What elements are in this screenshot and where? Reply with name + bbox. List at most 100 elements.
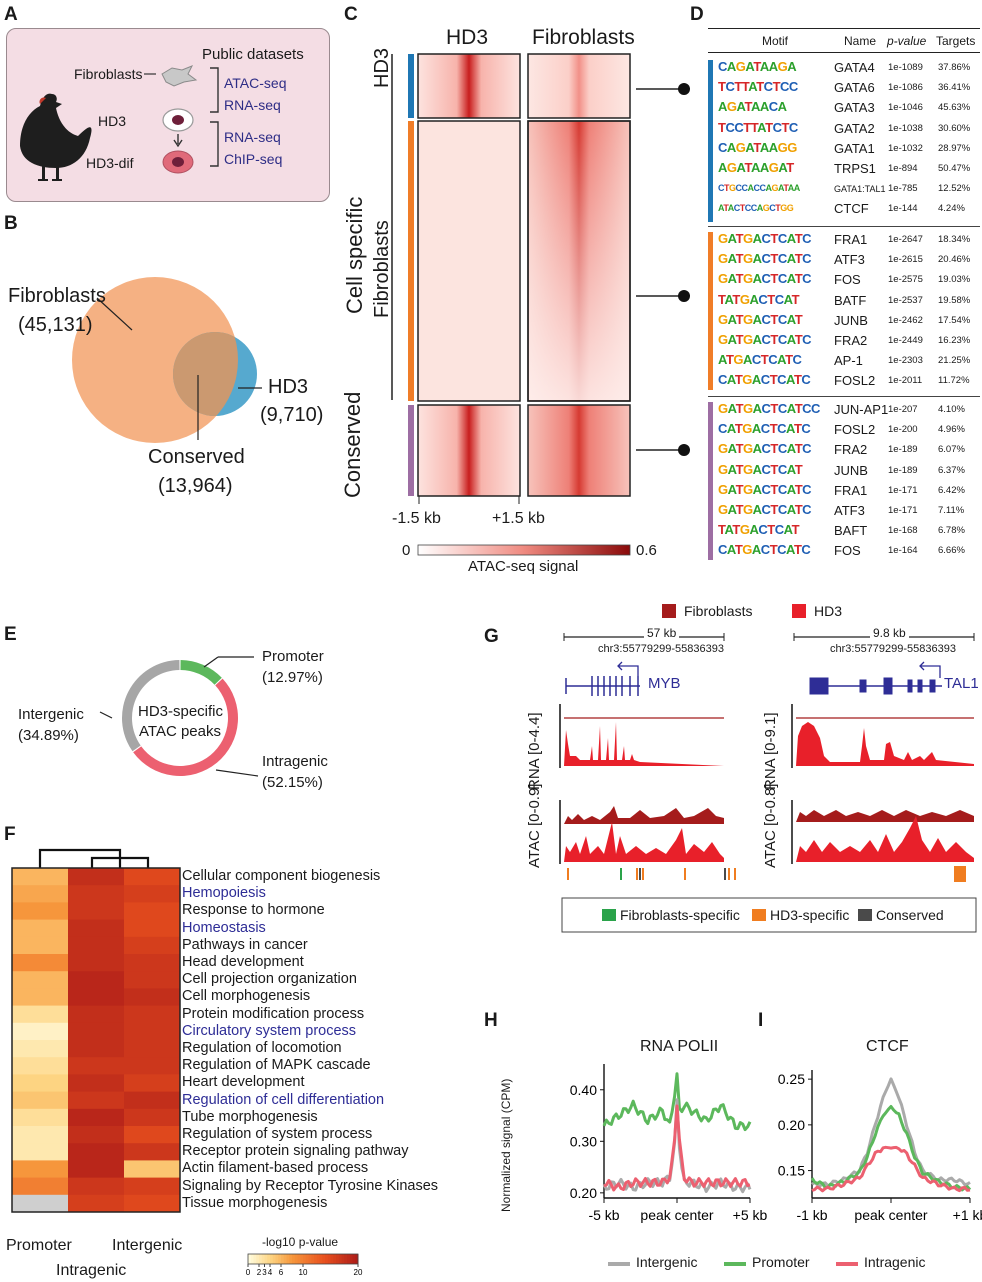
- scale-title: ATAC-seq signal: [468, 558, 579, 575]
- scale-max: 0.6: [636, 542, 657, 559]
- motif-pvalue: 1e-1089: [888, 62, 923, 73]
- motif-logo: CAGATAAGA: [718, 59, 797, 74]
- go-term: Cell morphogenesis: [182, 988, 311, 1005]
- heatmap-cell: [124, 919, 180, 938]
- heatmap-cell: [12, 1040, 68, 1058]
- go-term: Actin filament-based process: [182, 1160, 369, 1177]
- table-group-rule-2: [708, 396, 980, 397]
- legend-fib-specific: Fibroblasts-specific: [620, 907, 740, 923]
- motif-name: CTCF: [834, 201, 869, 217]
- series-line-intragenic: [603, 1104, 751, 1192]
- gene-myb: MYB: [648, 675, 681, 692]
- bar-conserved: [408, 405, 414, 496]
- heatmap-cell: [124, 1177, 180, 1196]
- motif-pvalue: 1e-144: [888, 203, 918, 215]
- motif-name: FRA1: [834, 232, 868, 247]
- legend-hd3-specific: HD3-specific: [770, 907, 850, 923]
- heatmap-col-hd3: HD3: [446, 26, 489, 49]
- pvalue-tick: 2: [257, 1268, 262, 1277]
- heatmap-x-left: -1.5 kb: [392, 510, 441, 527]
- motif-targets: 36.41%: [938, 82, 971, 94]
- motif-logo: GATGACTCATC: [718, 502, 812, 517]
- myb-atac-fib-track: [564, 806, 724, 824]
- locus-left: chr3:55779299-55836393: [598, 643, 725, 655]
- motif-targets: 45.63%: [938, 102, 971, 114]
- motif-name: BAFT: [834, 523, 868, 539]
- motif-pvalue: 1e-168: [888, 525, 918, 537]
- motif-name: GATA2: [834, 120, 875, 136]
- motif-logo: GATGACTCAT: [718, 461, 803, 477]
- fibroblast-cell-icon: [161, 65, 198, 87]
- intergenic-label: Intergenic: [18, 706, 84, 723]
- motif-targets: 30.60%: [938, 122, 971, 134]
- panel-label-g: G: [484, 626, 499, 647]
- go-term: Regulation of MAPK cascade: [182, 1057, 371, 1074]
- hd3-label: HD3: [98, 113, 127, 129]
- venn-hd3-count: (9,710): [260, 404, 324, 426]
- table-group-rule-1: [708, 226, 980, 227]
- header-motif: Motif: [762, 34, 789, 48]
- series-line-intragenic: [811, 1145, 971, 1193]
- motif-name: TRPS1: [834, 161, 876, 176]
- heatmap-cell: [12, 1074, 68, 1093]
- motif-targets: 6.07%: [938, 444, 965, 456]
- motif-logo: CAGATAAGG: [718, 139, 797, 155]
- pvalue-tick: 3: [262, 1268, 267, 1277]
- heatmap-cell: [68, 971, 124, 989]
- motif-targets: 12.52%: [938, 183, 971, 195]
- heatmap-fib-hd3: [417, 120, 521, 402]
- heatmap-cell: [12, 971, 68, 989]
- motif-pvalue: 1e-207: [888, 404, 918, 415]
- heatmap-cell: [68, 1091, 124, 1110]
- heatmap-cell: [124, 1091, 180, 1110]
- table-top-rule: [708, 28, 980, 29]
- x-tick-label: -1 kb: [796, 1207, 827, 1223]
- h-title: RNA POLII: [640, 1038, 719, 1055]
- motif-logo: CATGACTCATC: [718, 372, 811, 388]
- heatmap-cell: [12, 1091, 68, 1110]
- heatmap-cell: [124, 1108, 180, 1127]
- motif-name: GATA1: [834, 140, 875, 156]
- go-term: Response to hormone: [182, 902, 325, 919]
- heatmap-cell: [124, 1022, 180, 1041]
- rna-right-label: RNA [0-9.1]: [762, 712, 779, 790]
- motif-pvalue: 1e-2575: [888, 274, 923, 286]
- motif-logo: GATGACTCATC: [718, 481, 812, 497]
- y-tick-label: 0.20: [570, 1185, 597, 1201]
- locus-right: chr3:55779299-55836393: [830, 643, 957, 655]
- panel-label-e: E: [4, 624, 17, 645]
- go-term: Cellular component biogenesis: [182, 868, 381, 884]
- motif-pvalue: 1e-1046: [888, 102, 923, 114]
- heatmap-cell: [124, 1194, 180, 1213]
- heatmap-cell: [124, 1074, 180, 1093]
- motif-logo: GATGACTCAT: [718, 311, 803, 327]
- motif-logo: TATGACTCAT: [718, 291, 800, 307]
- motif-pvalue: 1e-785: [888, 183, 918, 195]
- x-tick-label: +5 kb: [733, 1207, 768, 1223]
- motif-logo: TATGACTCAT: [718, 522, 800, 538]
- atac-scale-bar: [417, 544, 631, 556]
- promoter-pct: (12.97%): [262, 669, 323, 686]
- heatmap-cell: [68, 1057, 124, 1075]
- motif-pvalue: 1e-2303: [888, 355, 923, 367]
- motif-logo: GATGACTCATC: [718, 441, 812, 457]
- motif-targets: 7.11%: [938, 505, 965, 516]
- atac-right-label: ATAC [0-0.8]: [762, 783, 779, 868]
- go-term: Hemopoiesis: [182, 885, 266, 902]
- y-tick-label: 0.20: [778, 1117, 805, 1133]
- panel-label-f: F: [4, 824, 16, 845]
- heatmap-hd3-fib: [527, 53, 631, 119]
- donut-slice-promoter: [180, 660, 222, 685]
- x-tick-label: peak center: [854, 1207, 927, 1223]
- go-term: Receptor protein signaling pathway: [182, 1143, 409, 1160]
- go-term: Head development: [182, 954, 304, 970]
- heatmap-cell: [68, 1126, 124, 1144]
- heatmap-cell: [12, 1108, 68, 1127]
- heatmap-x-right: +1.5 kb: [492, 510, 545, 527]
- pvalue-tick: 4: [268, 1268, 273, 1277]
- heatmap-hd3-hd3: [417, 53, 521, 119]
- heatmap-cell: [124, 1160, 180, 1179]
- motif-targets: 20.46%: [938, 254, 971, 266]
- scale-min: 0: [402, 542, 411, 559]
- motif-pvalue: 1e-2462: [888, 314, 923, 326]
